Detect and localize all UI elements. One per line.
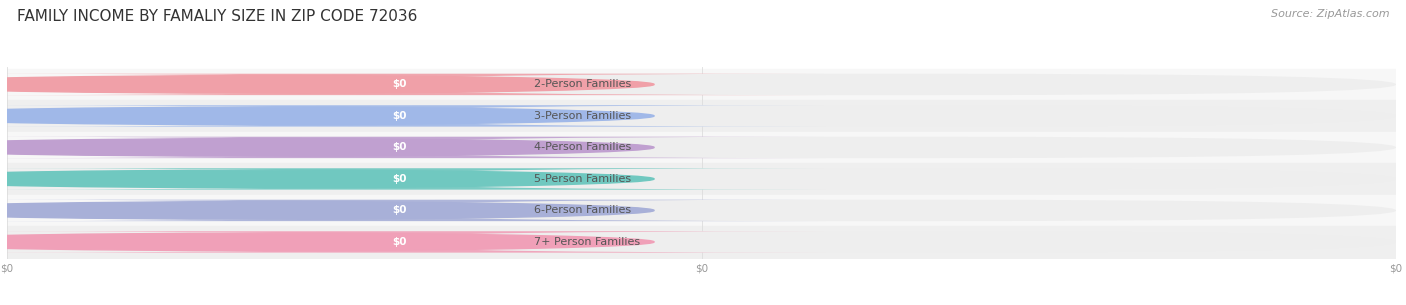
FancyBboxPatch shape xyxy=(0,74,827,95)
FancyBboxPatch shape xyxy=(0,137,479,158)
Circle shape xyxy=(0,139,654,156)
Bar xyxy=(7,226,1396,258)
Text: $0: $0 xyxy=(392,206,406,215)
Circle shape xyxy=(0,170,654,188)
FancyBboxPatch shape xyxy=(7,200,1396,221)
FancyBboxPatch shape xyxy=(0,105,827,127)
Circle shape xyxy=(0,233,654,251)
Text: $0: $0 xyxy=(392,237,406,247)
FancyBboxPatch shape xyxy=(0,231,827,253)
Circle shape xyxy=(0,76,654,93)
FancyBboxPatch shape xyxy=(0,137,827,158)
Text: $0: $0 xyxy=(392,79,406,89)
Text: 3-Person Families: 3-Person Families xyxy=(533,111,631,121)
Text: 5-Person Families: 5-Person Families xyxy=(533,174,631,184)
FancyBboxPatch shape xyxy=(0,105,479,127)
Text: $0: $0 xyxy=(392,111,406,121)
FancyBboxPatch shape xyxy=(0,231,479,253)
FancyBboxPatch shape xyxy=(7,137,1396,158)
Text: $0: $0 xyxy=(392,142,406,152)
FancyBboxPatch shape xyxy=(0,200,827,221)
FancyBboxPatch shape xyxy=(7,105,1396,127)
FancyBboxPatch shape xyxy=(7,168,1396,190)
FancyBboxPatch shape xyxy=(7,74,1396,95)
Circle shape xyxy=(0,202,654,219)
Text: $0: $0 xyxy=(392,174,406,184)
Text: FAMILY INCOME BY FAMALIY SIZE IN ZIP CODE 72036: FAMILY INCOME BY FAMALIY SIZE IN ZIP COD… xyxy=(17,9,418,24)
FancyBboxPatch shape xyxy=(0,74,479,95)
FancyBboxPatch shape xyxy=(0,168,479,190)
Circle shape xyxy=(0,107,654,125)
Text: 6-Person Families: 6-Person Families xyxy=(533,206,631,215)
FancyBboxPatch shape xyxy=(0,168,827,190)
Bar xyxy=(7,195,1396,226)
Bar xyxy=(7,100,1396,132)
Text: 2-Person Families: 2-Person Families xyxy=(533,79,631,89)
Text: Source: ZipAtlas.com: Source: ZipAtlas.com xyxy=(1271,9,1389,19)
Bar xyxy=(7,69,1396,100)
Bar xyxy=(7,163,1396,195)
Bar xyxy=(7,132,1396,163)
Text: 7+ Person Families: 7+ Person Families xyxy=(533,237,640,247)
FancyBboxPatch shape xyxy=(0,200,479,221)
Text: 4-Person Families: 4-Person Families xyxy=(533,142,631,152)
FancyBboxPatch shape xyxy=(7,231,1396,253)
